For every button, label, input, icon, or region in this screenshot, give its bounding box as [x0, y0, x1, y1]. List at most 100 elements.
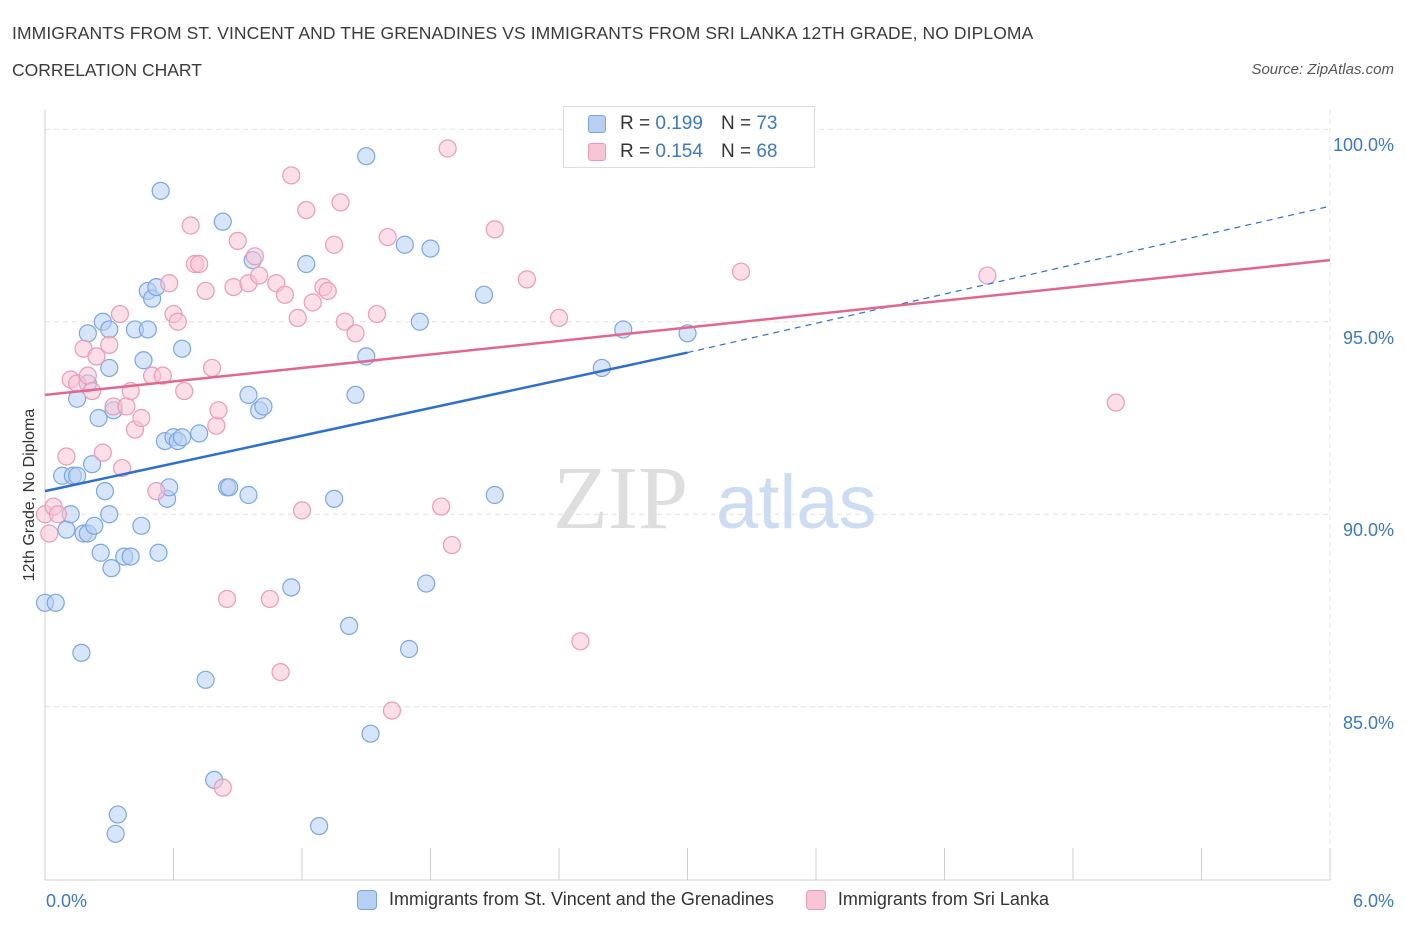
point-st-vincent: [310, 816, 329, 836]
point-st-vincent: [592, 358, 611, 378]
point-sri-lanka: [250, 266, 269, 285]
point-st-vincent: [100, 358, 119, 378]
point-sri-lanka: [100, 335, 119, 354]
trend-line-st-vincent: [44, 351, 688, 493]
point-sri-lanka: [132, 408, 151, 428]
point-st-vincent: [121, 547, 140, 566]
point-st-vincent: [357, 147, 376, 166]
chart-subtitle: CORRELATION CHART: [12, 60, 202, 80]
chart-title: IMMIGRANTS FROM ST. VINCENT AND THE GREN…: [12, 23, 1034, 43]
point-st-vincent: [132, 516, 151, 535]
point-st-vincent: [282, 578, 301, 597]
legend-n-label: N =: [720, 141, 752, 162]
point-sri-lanka: [209, 401, 228, 420]
legend-item-st-vincent[interactable]: Immigrants from St. Vincent and the Gren…: [357, 889, 774, 910]
point-st-vincent: [340, 616, 359, 636]
point-sri-lanka: [303, 293, 322, 312]
legend-item-label: Immigrants from Sri Lanka: [837, 889, 1049, 909]
point-st-vincent: [213, 212, 232, 231]
point-sri-lanka: [438, 139, 457, 158]
point-st-vincent: [421, 239, 440, 258]
data-points: [35, 139, 1125, 843]
point-st-vincent: [239, 385, 258, 404]
point-sri-lanka: [1106, 393, 1125, 412]
y-tick-label: 90.0%: [1342, 520, 1394, 541]
point-st-vincent: [220, 478, 239, 497]
trend-line-sri-lanka: [44, 258, 1331, 397]
point-sri-lanka: [160, 274, 179, 293]
legend-swatch-blue: [588, 115, 606, 133]
watermark-zip: ZIP: [553, 449, 688, 548]
point-sri-lanka: [260, 589, 279, 609]
point-sri-lanka: [147, 482, 166, 501]
watermark-atlas: atlas: [716, 460, 877, 545]
point-sri-lanka: [378, 227, 397, 247]
legend-swatch-blue: [357, 889, 378, 910]
point-st-vincent: [172, 428, 192, 447]
point-sri-lanka: [181, 216, 200, 235]
legend-row-series2: R = 0.154 N = 68: [588, 140, 777, 164]
point-st-vincent: [100, 320, 119, 339]
correlation-legend: R = 0.199 N = 73 R = 0.154 N = 68: [563, 106, 815, 168]
legend-n-value-2: 68: [756, 141, 778, 162]
point-sri-lanka: [271, 662, 290, 682]
y-tick-label: 100.0%: [1332, 135, 1394, 156]
point-st-vincent: [172, 339, 192, 358]
point-st-vincent: [46, 593, 65, 612]
point-st-vincent: [297, 254, 316, 274]
point-st-vincent: [106, 824, 125, 843]
point-sri-lanka: [432, 497, 451, 516]
point-st-vincent: [395, 235, 414, 254]
legend-swatch-pink: [588, 143, 606, 161]
point-sri-lanka: [978, 266, 997, 285]
point-st-vincent: [474, 285, 494, 304]
point-sri-lanka: [153, 366, 172, 385]
point-sri-lanka: [207, 416, 226, 435]
point-st-vincent: [196, 670, 215, 689]
point-st-vincent: [417, 574, 436, 593]
point-sri-lanka: [202, 358, 222, 378]
point-sri-lanka: [318, 281, 337, 301]
point-st-vincent: [410, 312, 429, 331]
point-sri-lanka: [217, 589, 237, 609]
point-st-vincent: [72, 643, 91, 662]
point-st-vincent: [108, 805, 127, 824]
point-sri-lanka: [57, 447, 76, 466]
point-sri-lanka: [282, 166, 301, 185]
point-sri-lanka: [110, 304, 130, 324]
point-sri-lanka: [571, 632, 590, 651]
point-st-vincent: [239, 485, 258, 505]
point-st-vincent: [100, 505, 119, 524]
y-tick-label: 95.0%: [1342, 327, 1394, 348]
point-sri-lanka: [485, 220, 504, 239]
point-sri-lanka: [297, 201, 316, 220]
legend-n-label: N =: [720, 113, 752, 134]
point-sri-lanka: [190, 254, 209, 274]
x-tick-label-max: 6.0%: [1352, 891, 1394, 911]
legend-r-label: R =: [620, 113, 651, 134]
source-credit: Source: ZipAtlas.com: [1251, 61, 1394, 78]
legend-item-sri-lanka[interactable]: Immigrants from Sri Lanka: [805, 889, 1049, 910]
point-st-vincent: [151, 181, 170, 200]
point-sri-lanka: [292, 501, 312, 520]
point-sri-lanka: [325, 235, 344, 254]
point-st-vincent: [78, 324, 97, 343]
point-sri-lanka: [213, 778, 232, 797]
point-sri-lanka: [367, 304, 387, 324]
point-sri-lanka: [224, 278, 243, 297]
point-sri-lanka: [93, 443, 112, 462]
point-st-vincent: [485, 485, 504, 505]
point-st-vincent: [325, 489, 344, 508]
point-sri-lanka: [112, 458, 132, 478]
legend-item-label: Immigrants from St. Vincent and the Gren…: [389, 889, 774, 909]
point-sri-lanka: [731, 262, 751, 281]
point-st-vincent: [138, 320, 157, 339]
point-sri-lanka: [288, 308, 307, 327]
point-sri-lanka: [228, 231, 247, 250]
axes: [44, 110, 1331, 881]
x-tick-label-min: 0.0%: [46, 891, 88, 911]
point-sri-lanka: [196, 281, 215, 301]
point-st-vincent: [134, 351, 153, 370]
point-st-vincent: [83, 455, 102, 474]
